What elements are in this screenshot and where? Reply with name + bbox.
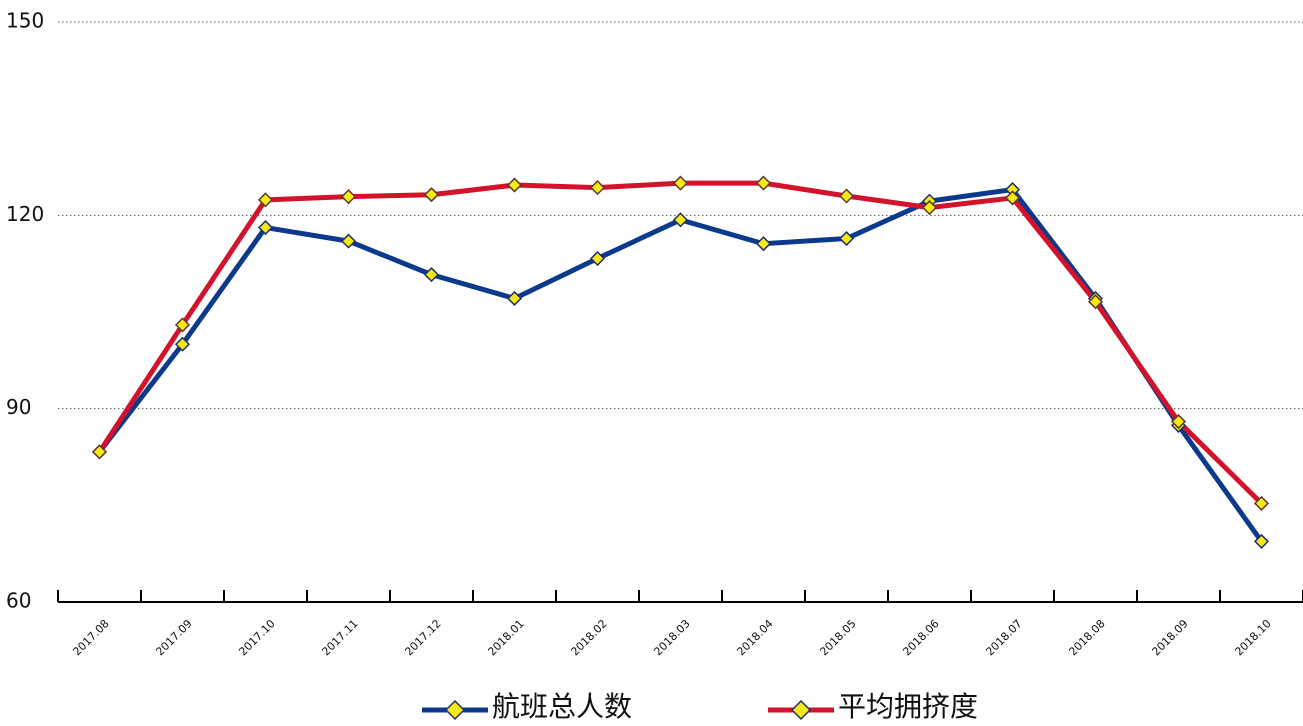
series-line [97,187,1264,543]
data-point [257,192,274,208]
x-tick-label: 2018.03 [651,617,692,658]
x-tick-label: 2018.09 [1149,617,1190,658]
data-point [1087,294,1104,310]
data-point [672,212,689,228]
data-point [91,444,108,460]
y-tick-label: 60 [6,589,31,613]
x-tick-label: 2017.12 [402,617,443,658]
legend-label: 平均拥挤度 [838,690,978,722]
x-tick-label: 2018.05 [817,617,858,658]
data-point [838,230,855,247]
data-point [174,336,191,352]
data-point [340,233,357,249]
x-tick-label: 2017.09 [153,617,194,658]
x-tick-label: 2018.10 [1232,617,1273,658]
x-tick-label: 2018.06 [900,617,941,658]
x-tick-label: 2018.04 [734,617,775,658]
x-tick-label: 2018.08 [1066,617,1107,658]
data-point [838,188,855,204]
data-point [506,290,523,307]
data-point [1253,495,1270,511]
data-point [672,175,689,191]
data-point [1170,413,1187,430]
data-point [1253,533,1270,549]
data-point [921,200,938,216]
data-point [340,189,357,205]
x-tick-label: 2018.07 [983,617,1024,658]
y-tick-label: 90 [6,395,31,419]
x-tick-label: 2018.02 [568,617,609,658]
x-tick-label: 2018.01 [485,617,526,658]
data-point [589,180,606,196]
x-tick-label: 2017.08 [70,617,111,658]
data-point [589,250,606,267]
data-point [423,267,440,283]
data-point [1004,190,1021,206]
legend-marker [444,699,466,721]
data-point [755,236,772,252]
x-tick-label: 2017.11 [319,617,360,658]
y-tick-label: 120 [6,202,44,226]
x-tick-label: 2017.10 [236,617,277,658]
data-point [506,177,523,193]
data-point [174,317,191,333]
legend-marker [790,699,812,721]
data-point [423,187,440,203]
y-tick-label: 150 [6,9,44,33]
data-point [755,175,772,191]
data-point [257,220,274,236]
legend-label: 航班总人数 [492,690,632,722]
